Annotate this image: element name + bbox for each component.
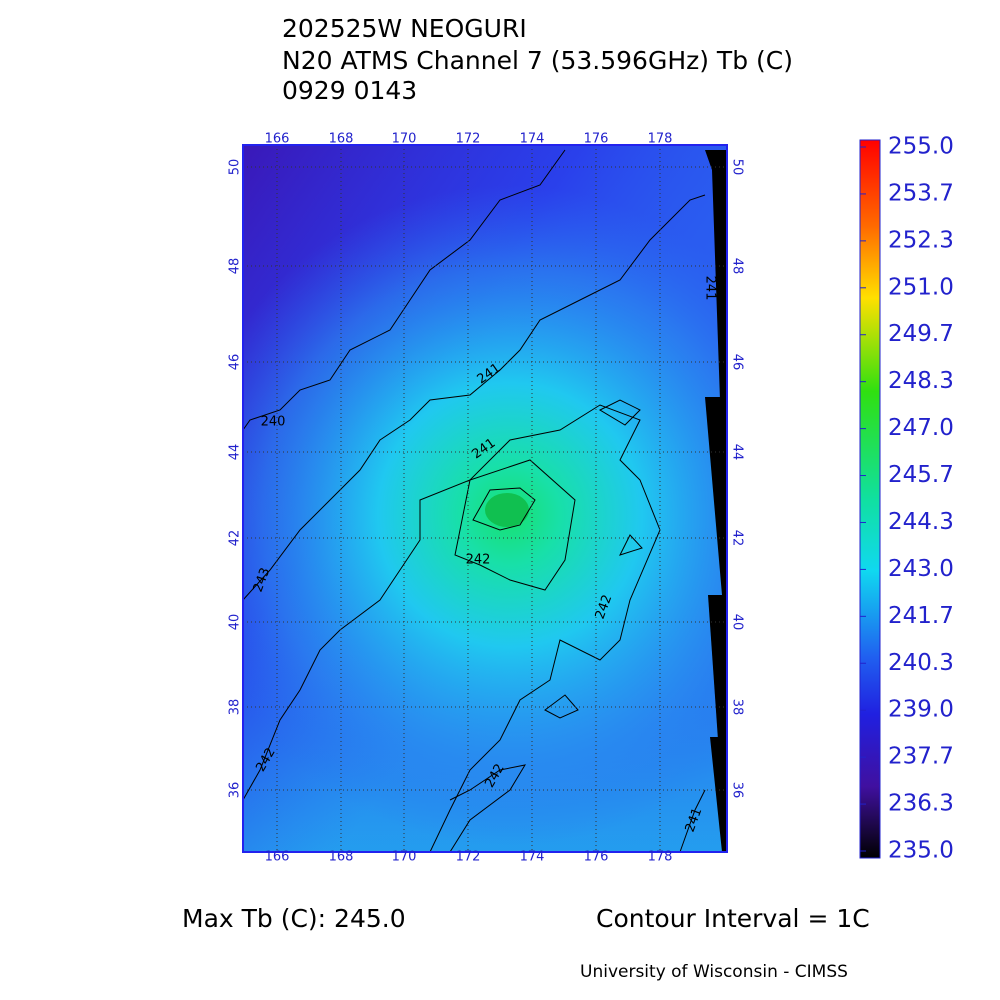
- lon-label: 168: [329, 850, 354, 865]
- contour-line: [449, 764, 527, 853]
- colorbar-label: 240.3: [888, 650, 954, 676]
- title: 202525W NEOGURI N20 ATMS Channel 7 (53.5…: [282, 14, 793, 105]
- lat-label: 38: [228, 699, 243, 716]
- lon-label: 168: [329, 132, 354, 147]
- contour-label: 241: [703, 276, 718, 301]
- lat-label: 48: [730, 258, 745, 275]
- contour-line: [598, 399, 641, 426]
- no-data: [708, 595, 727, 740]
- title-line: 0929 0143: [282, 76, 417, 105]
- colorbar-label: 249.7: [888, 321, 954, 347]
- lon-label: 174: [520, 850, 545, 865]
- colorbar-label: 253.7: [888, 180, 954, 206]
- lat-label: 42: [730, 530, 745, 547]
- title-line: 202525W NEOGURI: [282, 14, 527, 43]
- contour-label: 242: [466, 553, 491, 568]
- no-data: [705, 150, 727, 400]
- colorbar-label: 255.0: [888, 134, 954, 160]
- contour-line: [619, 534, 643, 556]
- contour-line: [242, 194, 706, 601]
- contour-label: 240: [261, 415, 286, 430]
- colorbar-label: 236.3: [888, 791, 954, 817]
- contour-interval: Contour Interval = 1C: [596, 904, 870, 933]
- lon-label: 170: [392, 850, 417, 865]
- colorbar-label: 247.0: [888, 415, 954, 441]
- contour-line: [472, 487, 536, 531]
- lon-label: 172: [456, 850, 481, 865]
- lat-label: 38: [730, 699, 745, 716]
- lon-label: 170: [392, 132, 417, 147]
- colorbar-label: 245.7: [888, 462, 954, 488]
- colorbar-label: 244.3: [888, 509, 954, 535]
- lon-label: 176: [584, 132, 609, 147]
- contours: [242, 149, 706, 853]
- colorbar-label: 248.3: [888, 368, 954, 394]
- colorbar: [859, 139, 881, 859]
- lat-label: 50: [228, 159, 243, 176]
- lon-label: 166: [265, 132, 290, 147]
- lat-label: 46: [730, 354, 745, 371]
- colorbar-label: 239.0: [888, 697, 954, 723]
- lon-label: 178: [648, 132, 673, 147]
- lat-label: 46: [228, 354, 243, 371]
- lon-label: 174: [520, 132, 545, 147]
- max-tb: Max Tb (C): 245.0: [182, 904, 406, 933]
- contour-line: [544, 694, 579, 719]
- lat-label: 48: [228, 258, 243, 275]
- lat-label: 40: [730, 614, 745, 631]
- colorbar-label: 243.0: [888, 556, 954, 582]
- lon-label: 172: [456, 132, 481, 147]
- lat-label: 44: [730, 444, 745, 461]
- lat-label: 42: [228, 530, 243, 547]
- colorbar-label: 235.0: [888, 838, 954, 864]
- lon-label: 178: [648, 850, 673, 865]
- colorbar-label: 237.7: [888, 744, 954, 770]
- lat-label: 36: [228, 782, 243, 799]
- colorbar-label: 251.0: [888, 274, 954, 300]
- contour-line: [242, 404, 661, 853]
- lat-label: 44: [228, 444, 243, 461]
- map-core: [485, 493, 529, 527]
- title-line: N20 ATMS Channel 7 (53.596GHz) Tb (C): [282, 46, 793, 75]
- lat-label: 40: [228, 614, 243, 631]
- colorbar-label: 241.7: [888, 603, 954, 629]
- colorbar-label: 252.3: [888, 227, 954, 253]
- lat-label: 36: [730, 782, 745, 799]
- contour-line: [454, 459, 576, 591]
- map-frame: [242, 144, 728, 853]
- contour-line: [679, 789, 706, 853]
- lon-label: 176: [584, 850, 609, 865]
- no-data: [710, 737, 727, 852]
- contour-line: [242, 149, 566, 431]
- lon-label: 166: [265, 850, 290, 865]
- lat-label: 50: [730, 159, 745, 176]
- graticule: [243, 145, 727, 852]
- no-data: [705, 397, 727, 595]
- credit: University of Wisconsin - CIMSS: [580, 962, 848, 982]
